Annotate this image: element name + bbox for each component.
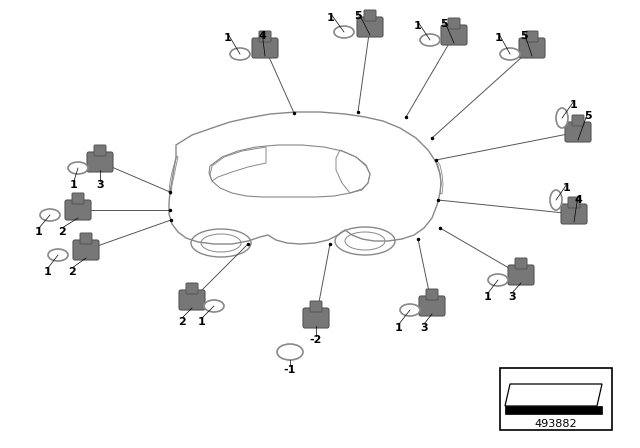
Ellipse shape bbox=[48, 249, 68, 261]
Ellipse shape bbox=[488, 274, 508, 286]
Text: 2: 2 bbox=[68, 267, 76, 277]
FancyBboxPatch shape bbox=[303, 308, 329, 328]
Text: -2: -2 bbox=[310, 335, 322, 345]
Ellipse shape bbox=[500, 48, 520, 60]
Ellipse shape bbox=[334, 26, 354, 38]
FancyBboxPatch shape bbox=[500, 368, 612, 430]
Text: 3: 3 bbox=[420, 323, 428, 333]
FancyBboxPatch shape bbox=[179, 290, 205, 310]
FancyBboxPatch shape bbox=[441, 25, 467, 45]
Polygon shape bbox=[505, 384, 602, 406]
Polygon shape bbox=[505, 406, 602, 414]
Ellipse shape bbox=[277, 344, 303, 360]
Text: 1: 1 bbox=[495, 33, 503, 43]
FancyBboxPatch shape bbox=[448, 18, 460, 29]
FancyBboxPatch shape bbox=[186, 283, 198, 294]
FancyBboxPatch shape bbox=[519, 38, 545, 58]
FancyBboxPatch shape bbox=[357, 17, 383, 37]
Text: 5: 5 bbox=[584, 111, 592, 121]
Ellipse shape bbox=[68, 162, 88, 174]
Text: 3: 3 bbox=[96, 180, 104, 190]
Text: 1: 1 bbox=[198, 317, 206, 327]
Text: 2: 2 bbox=[178, 317, 186, 327]
Text: 1: 1 bbox=[327, 13, 335, 23]
FancyBboxPatch shape bbox=[310, 301, 322, 312]
Text: 5: 5 bbox=[520, 31, 528, 41]
FancyBboxPatch shape bbox=[65, 200, 91, 220]
Ellipse shape bbox=[400, 304, 420, 316]
FancyBboxPatch shape bbox=[515, 258, 527, 269]
Ellipse shape bbox=[420, 34, 440, 46]
FancyBboxPatch shape bbox=[252, 38, 278, 58]
Ellipse shape bbox=[556, 108, 568, 128]
Text: 1: 1 bbox=[563, 183, 571, 193]
FancyBboxPatch shape bbox=[565, 122, 591, 142]
FancyBboxPatch shape bbox=[572, 115, 584, 126]
FancyBboxPatch shape bbox=[80, 233, 92, 244]
FancyBboxPatch shape bbox=[426, 289, 438, 300]
FancyBboxPatch shape bbox=[568, 197, 580, 208]
Text: 1: 1 bbox=[395, 323, 403, 333]
Text: 1: 1 bbox=[35, 227, 43, 237]
FancyBboxPatch shape bbox=[364, 10, 376, 21]
Text: 4: 4 bbox=[574, 195, 582, 205]
Text: 2: 2 bbox=[58, 227, 66, 237]
Text: 1: 1 bbox=[70, 180, 78, 190]
FancyBboxPatch shape bbox=[508, 265, 534, 285]
FancyBboxPatch shape bbox=[73, 240, 99, 260]
Text: -1: -1 bbox=[284, 365, 296, 375]
FancyBboxPatch shape bbox=[72, 193, 84, 204]
Ellipse shape bbox=[40, 209, 60, 221]
FancyBboxPatch shape bbox=[419, 296, 445, 316]
Text: 1: 1 bbox=[44, 267, 52, 277]
Ellipse shape bbox=[550, 190, 562, 210]
Text: 5: 5 bbox=[440, 19, 448, 29]
FancyBboxPatch shape bbox=[94, 145, 106, 156]
Text: 5: 5 bbox=[354, 11, 362, 21]
Ellipse shape bbox=[204, 300, 224, 312]
Text: 1: 1 bbox=[224, 33, 232, 43]
FancyBboxPatch shape bbox=[526, 31, 538, 42]
Text: 3: 3 bbox=[508, 292, 516, 302]
Ellipse shape bbox=[230, 48, 250, 60]
Text: 4: 4 bbox=[258, 31, 266, 41]
Text: 1: 1 bbox=[570, 100, 578, 110]
Text: 1: 1 bbox=[414, 21, 422, 31]
FancyBboxPatch shape bbox=[87, 152, 113, 172]
Text: 493882: 493882 bbox=[534, 419, 577, 429]
FancyBboxPatch shape bbox=[259, 31, 271, 42]
Text: 1: 1 bbox=[484, 292, 492, 302]
FancyBboxPatch shape bbox=[561, 204, 587, 224]
